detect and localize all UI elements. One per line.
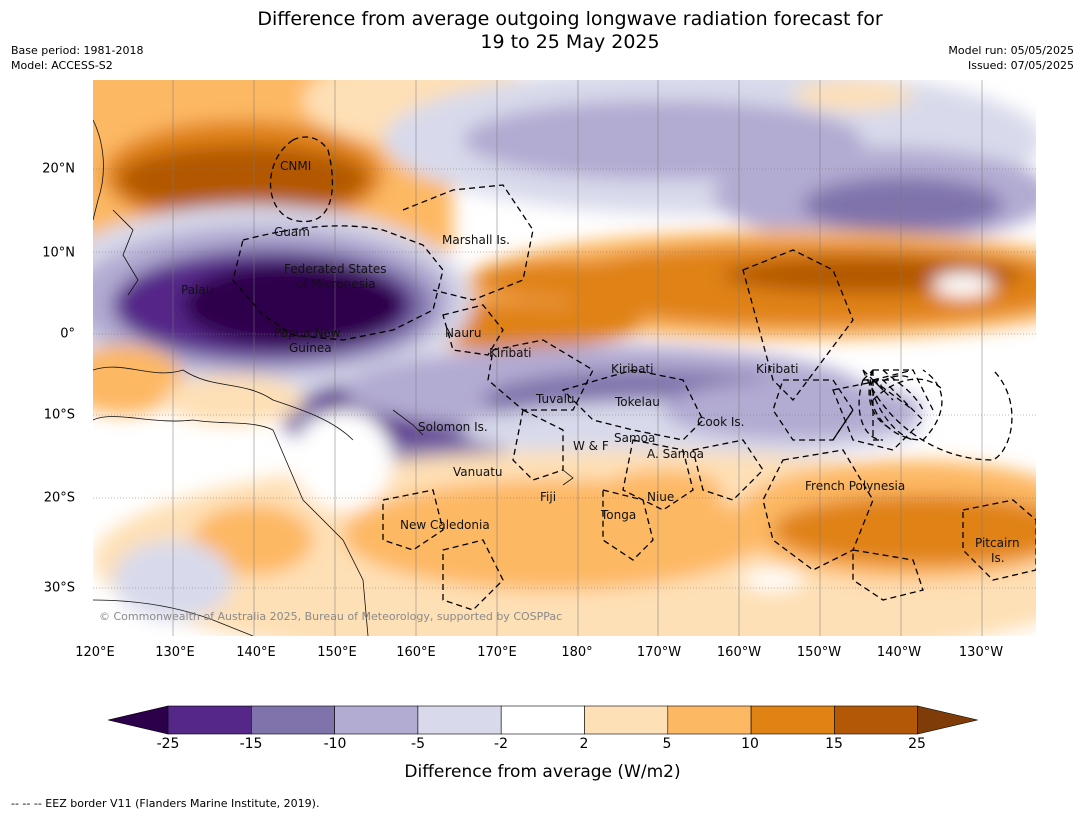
colorbar-tick: 15 xyxy=(825,736,843,752)
meta-left: Base period: 1981-2018 Model: ACCESS-S2 xyxy=(11,43,143,73)
colorbar-tick: 2 xyxy=(579,736,589,752)
lon-tick: 160°W xyxy=(716,645,762,660)
eez-borders xyxy=(232,136,1036,611)
country-labels: CNMI Guam Marshall Is. Federated States … xyxy=(99,159,1020,623)
title-line-1: Difference from average outgoing longwav… xyxy=(257,8,883,30)
lon-tick: 150°E xyxy=(317,645,357,660)
map-title: Difference from average outgoing longwav… xyxy=(0,8,1085,54)
lon-tick: 170°E xyxy=(477,645,517,660)
colorbar-extend-high xyxy=(917,705,978,735)
lon-tick: 140°W xyxy=(876,645,922,660)
copyright-notice: © Commonwealth of Australia 2025, Bureau… xyxy=(99,610,562,623)
colorbar-segment xyxy=(500,705,585,735)
colorbar-tick: -25 xyxy=(156,736,180,752)
label-solomon-islands: Solomon Is. xyxy=(418,420,488,434)
gridlines xyxy=(93,80,1036,636)
label-kiribati-1: Kiribati xyxy=(489,346,531,360)
label-kiribati-2: Kiribati xyxy=(611,362,653,376)
lon-tick: 170°W xyxy=(636,645,682,660)
lat-tick: 0° xyxy=(60,326,75,342)
label-tonga: Tonga xyxy=(600,508,636,522)
anomaly-field xyxy=(93,80,1036,636)
lon-tick: 130°E xyxy=(155,645,195,660)
lat-tick: 10°N xyxy=(42,245,75,261)
label-samoa: Samoa xyxy=(614,431,655,445)
lat-tick: 10°S xyxy=(43,407,75,423)
label-png-1: Papua New xyxy=(274,326,341,340)
label-new-caledonia: New Caledonia xyxy=(400,518,490,532)
colorbar-segment xyxy=(584,705,669,735)
colorbar-tick: -5 xyxy=(411,736,425,752)
lat-tick: 20°S xyxy=(43,490,75,506)
label-fsm-1: Federated States xyxy=(284,262,386,276)
label-tuvalu: Tuvalu xyxy=(535,392,575,406)
label-marshall: Marshall Is. xyxy=(442,233,510,247)
label-fsm-2: of Micronesia xyxy=(296,277,376,291)
forecast-map: CNMI Guam Marshall Is. Federated States … xyxy=(93,80,1036,636)
label-kiribati-3: Kiribati xyxy=(756,362,798,376)
colorbar-extend-low xyxy=(108,705,169,735)
label-nauru: Nauru xyxy=(445,326,481,340)
lon-tick: 140°E xyxy=(236,645,276,660)
issued-date: Issued: 07/05/2025 xyxy=(967,59,1074,72)
label-tokelau: Tokelau xyxy=(614,395,660,409)
colorbar-segment xyxy=(334,705,419,735)
label-vanuatu: Vanuatu xyxy=(453,465,503,479)
label-niue: Niue xyxy=(647,490,674,504)
lon-tick: 120°E xyxy=(75,645,115,660)
label-pitcairn-2: Is. xyxy=(991,551,1005,565)
colorbar-segment xyxy=(167,705,252,735)
colorbar-tick: -15 xyxy=(239,736,263,752)
lat-tick: 20°N xyxy=(42,161,75,177)
colorbar-tick: -2 xyxy=(494,736,508,752)
coastlines xyxy=(93,119,574,636)
lon-tick: 130°W xyxy=(958,645,1004,660)
model-run: Model run: 05/05/2025 xyxy=(948,44,1074,57)
label-wallis-futuna: W & F xyxy=(573,439,609,453)
colorbar-segment xyxy=(834,705,919,735)
colorbar-segment xyxy=(667,705,752,735)
colorbar-tick: -10 xyxy=(323,736,347,752)
eez-footnote: -- -- -- EEZ border V11 (Flanders Marine… xyxy=(11,797,320,810)
lon-tick: 160°E xyxy=(396,645,436,660)
lat-tick: 30°S xyxy=(43,580,75,596)
lon-tick: 150°W xyxy=(796,645,842,660)
colorbar-tick: 10 xyxy=(741,736,759,752)
colorbar-segment xyxy=(750,705,835,735)
title-line-2: 19 to 25 May 2025 xyxy=(480,31,660,53)
label-cook-islands: Cook Is. xyxy=(697,415,744,429)
model-name: Model: ACCESS-S2 xyxy=(11,59,113,72)
label-french-polynesia: French Polynesia xyxy=(805,479,905,493)
colorbar-tick: 5 xyxy=(662,736,672,752)
label-png-2: Guinea xyxy=(289,341,332,355)
base-period: Base period: 1981-2018 xyxy=(11,44,144,57)
label-palau: Palau xyxy=(181,283,213,297)
colorbar-segment xyxy=(251,705,335,735)
colorbar-segment xyxy=(417,705,502,735)
label-fiji: Fiji xyxy=(540,490,556,504)
colorbar-tick: 25 xyxy=(908,736,926,752)
label-pitcairn-1: Pitcairn xyxy=(975,536,1020,550)
meta-right: Model run: 05/05/2025 Issued: 07/05/2025 xyxy=(948,43,1074,73)
colorbar-title: Difference from average (W/m2) xyxy=(404,762,681,782)
label-cnmi: CNMI xyxy=(280,159,311,173)
colorbar xyxy=(108,705,978,735)
lon-tick: 180° xyxy=(561,645,593,660)
label-american-samoa: A. Samoa xyxy=(647,447,704,461)
label-guam: Guam xyxy=(274,225,310,239)
